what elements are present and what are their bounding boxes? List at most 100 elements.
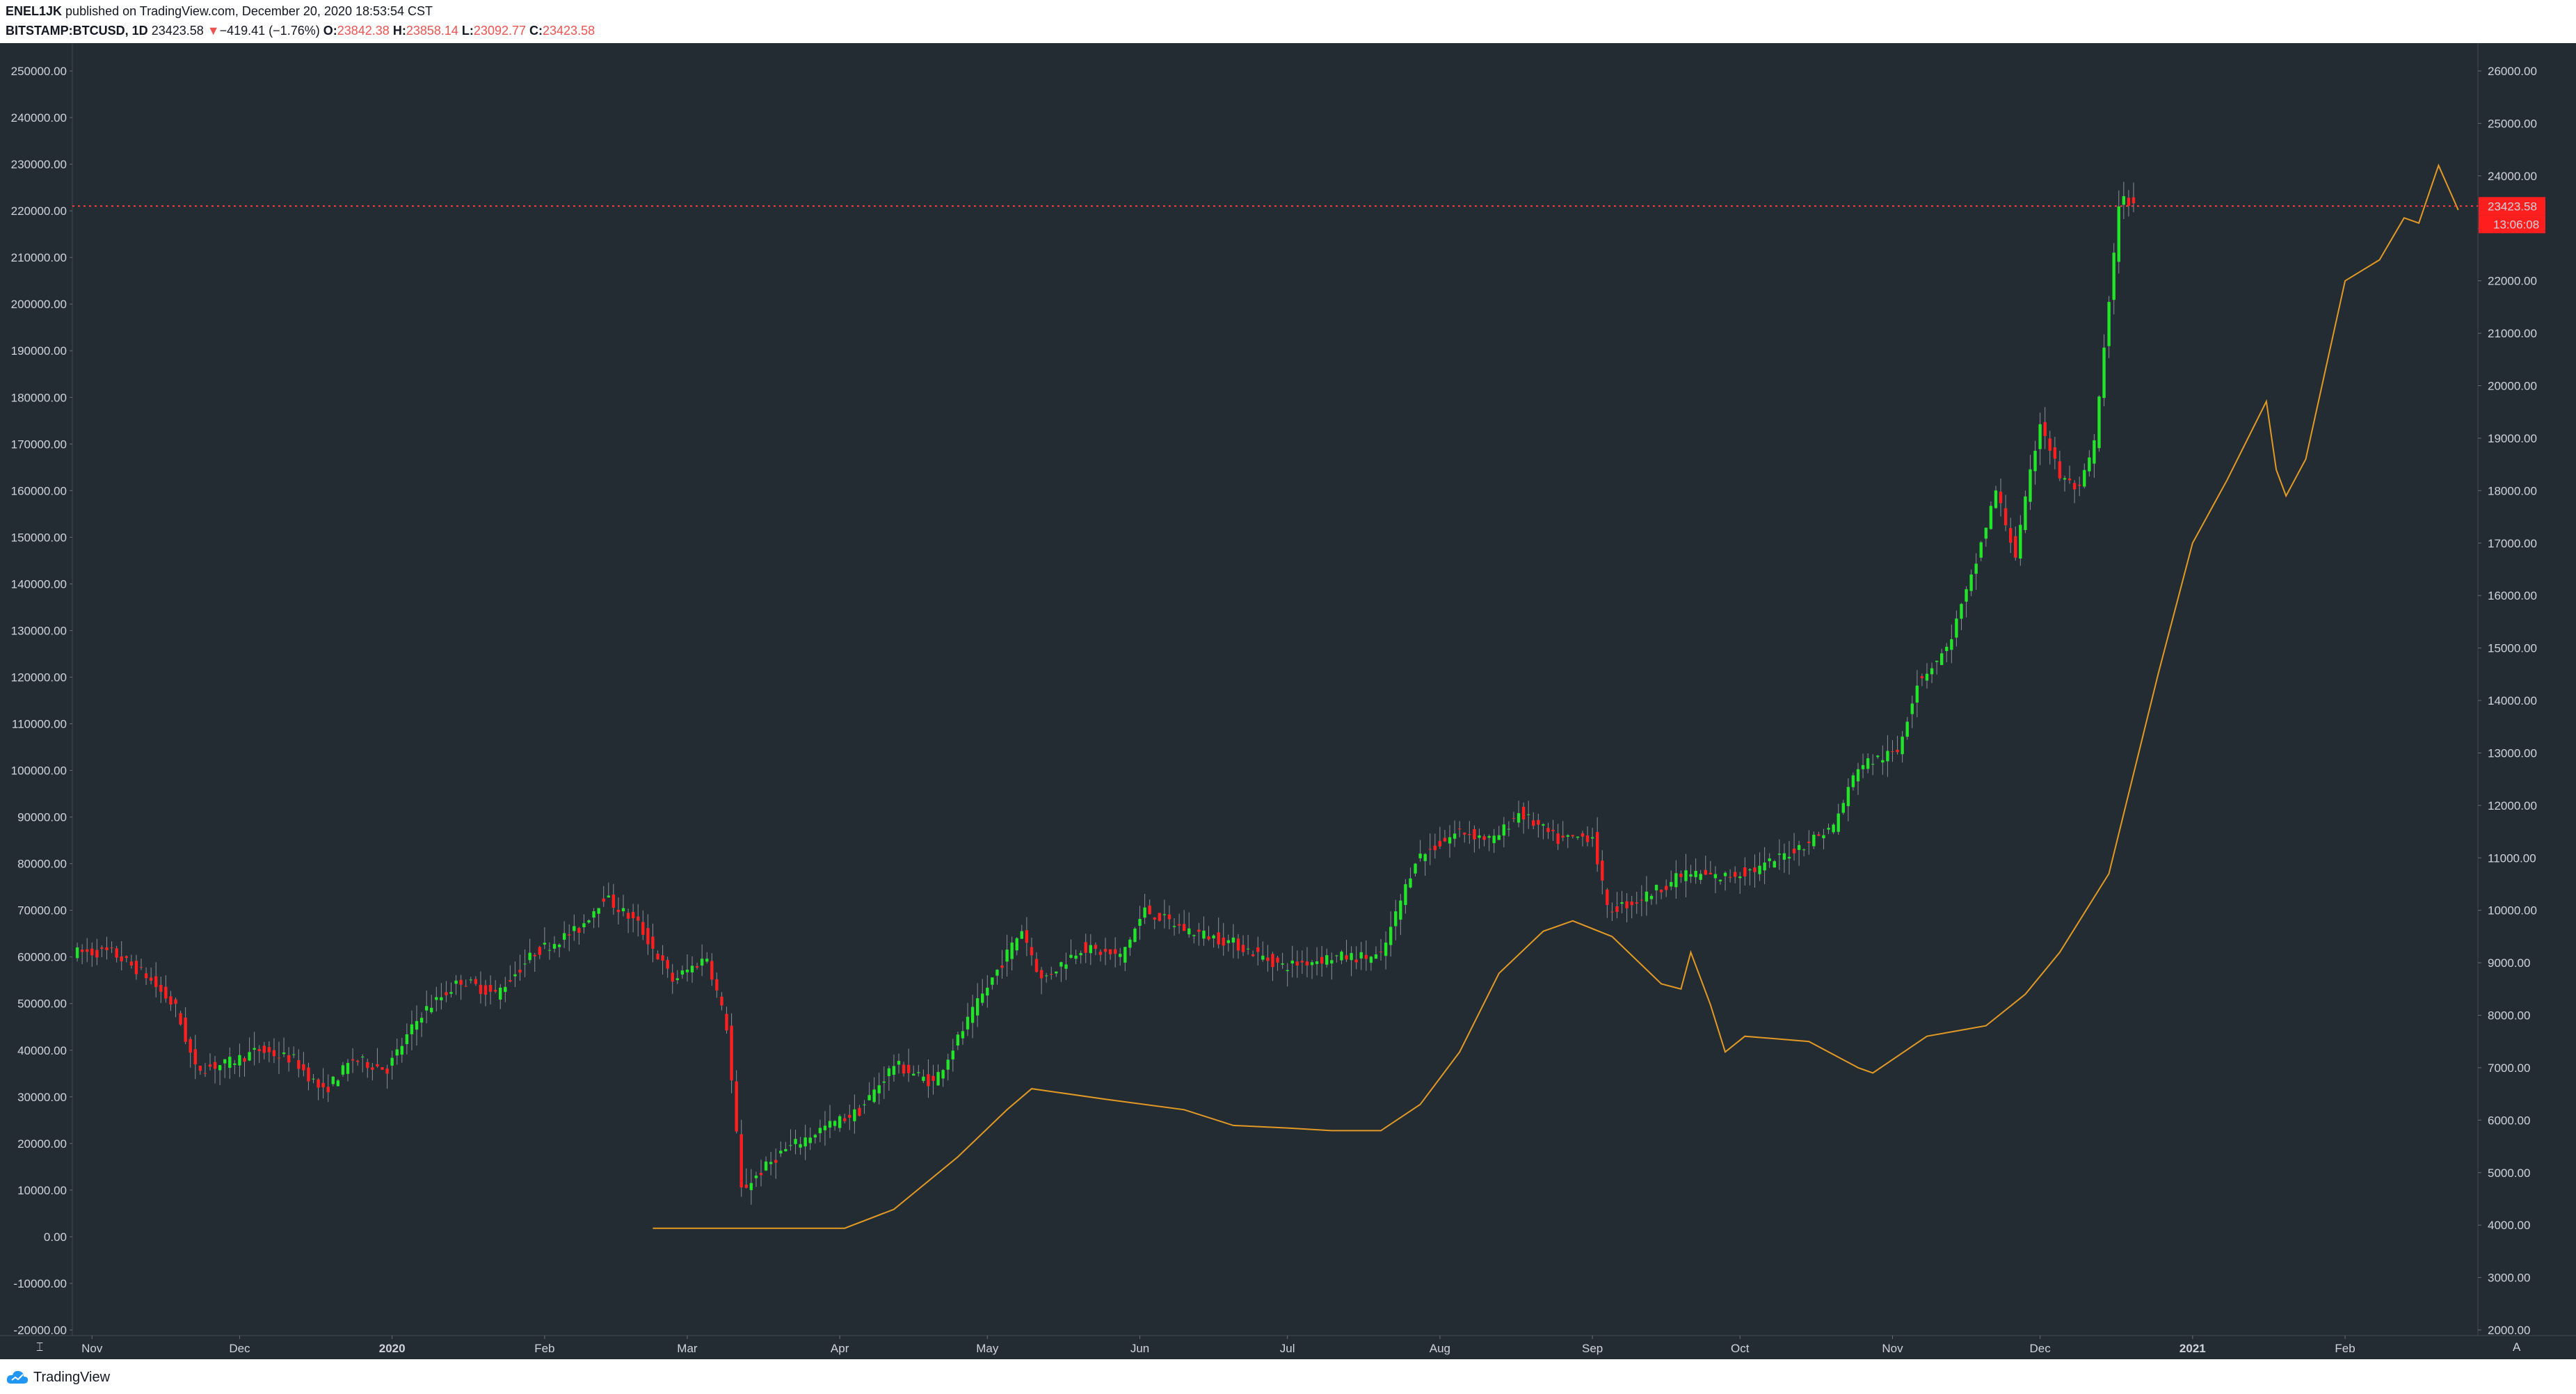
candle bbox=[2019, 515, 2022, 566]
candle bbox=[366, 1058, 369, 1078]
candle bbox=[1463, 832, 1466, 843]
candle bbox=[1891, 740, 1894, 762]
candle bbox=[1266, 945, 1270, 972]
candle bbox=[1566, 834, 1569, 849]
time-axis-label: Sep bbox=[1582, 1342, 1603, 1355]
candle bbox=[769, 1152, 773, 1176]
candle bbox=[1630, 895, 1633, 919]
candle bbox=[1915, 670, 1919, 718]
candle bbox=[1305, 947, 1309, 977]
candle bbox=[445, 981, 448, 1002]
candle bbox=[1905, 716, 1909, 740]
candle bbox=[1482, 834, 1486, 847]
candle bbox=[981, 979, 984, 1006]
candle bbox=[1812, 831, 1816, 849]
left-axis-tick: 160000.00 bbox=[11, 484, 67, 497]
candle bbox=[651, 923, 655, 963]
candle bbox=[1502, 817, 1506, 848]
price-chart[interactable]: 250000.00 240000.00 230000.00 220000.00 2100… bbox=[0, 43, 2576, 1359]
candle bbox=[2122, 182, 2126, 220]
candle bbox=[518, 954, 522, 982]
candle bbox=[125, 955, 128, 963]
candle bbox=[149, 967, 153, 985]
candle bbox=[2083, 463, 2086, 489]
left-price-axis[interactable]: 250000.00 240000.00 230000.00 220000.00 2100… bbox=[11, 43, 73, 1337]
left-axis-tick: 10000.00 bbox=[17, 1184, 67, 1197]
candle bbox=[1537, 813, 1540, 838]
left-axis-tick: 20000.00 bbox=[17, 1137, 67, 1151]
left-axis-tick: 230000.00 bbox=[11, 158, 67, 171]
high-label: H: bbox=[392, 24, 406, 38]
candle bbox=[1261, 941, 1265, 962]
candle bbox=[341, 1061, 345, 1077]
candle bbox=[86, 938, 89, 963]
candle bbox=[1758, 852, 1761, 881]
candle bbox=[543, 927, 547, 950]
chart-area[interactable]: 250000.00 240000.00 230000.00 220000.00 2100… bbox=[0, 43, 2576, 1359]
candle bbox=[803, 1124, 807, 1160]
time-axis-label: Apr bbox=[831, 1342, 849, 1355]
candle bbox=[1119, 947, 1122, 966]
candle bbox=[1084, 934, 1087, 963]
time-axis-label: Mar bbox=[677, 1342, 698, 1355]
left-axis-tick: 170000.00 bbox=[11, 438, 67, 451]
left-axis-tick: 190000.00 bbox=[11, 344, 67, 358]
candle bbox=[2097, 395, 2101, 452]
candle bbox=[2024, 490, 2027, 534]
candle bbox=[1974, 553, 1978, 590]
candle bbox=[1197, 922, 1201, 946]
candle bbox=[1030, 938, 1034, 966]
candle bbox=[1335, 954, 1338, 963]
author-name[interactable]: ENEL1JK bbox=[6, 4, 63, 18]
candle bbox=[1837, 803, 1840, 835]
right-axis-tick: 17000.00 bbox=[2488, 537, 2537, 550]
candle bbox=[912, 1065, 915, 1076]
right-price-axis[interactable]: 26000.0025000.0024000.0023000.0022000.00… bbox=[2477, 43, 2537, 1337]
auto-scale-icon[interactable]: A bbox=[2513, 1340, 2521, 1354]
right-axis-tick: 3000.00 bbox=[2488, 1272, 2530, 1285]
candle bbox=[1999, 478, 2003, 517]
candle bbox=[626, 908, 630, 934]
right-axis-tick: 26000.00 bbox=[2488, 65, 2537, 78]
candle bbox=[1379, 938, 1383, 961]
candle bbox=[1354, 946, 1358, 970]
candle bbox=[533, 952, 536, 972]
candle bbox=[887, 1065, 891, 1091]
candle bbox=[1748, 867, 1752, 886]
candle bbox=[208, 1053, 212, 1071]
candle bbox=[415, 1005, 419, 1046]
high-value: 23858.14 bbox=[406, 24, 458, 38]
candle bbox=[1055, 971, 1058, 977]
candle bbox=[1231, 924, 1235, 959]
candle bbox=[1645, 876, 1649, 916]
candle bbox=[302, 1052, 305, 1077]
candle bbox=[941, 1068, 945, 1087]
left-axis-tick: -20000.00 bbox=[13, 1324, 67, 1337]
left-axis-tick: 140000.00 bbox=[11, 577, 67, 591]
time-axis[interactable]: Nov Dec 2020 Feb Mar Apr May Jun Jul Aug Sep Oct Nov… bbox=[0, 1335, 2576, 1355]
candle bbox=[577, 927, 581, 945]
candle bbox=[1098, 949, 1103, 962]
candle bbox=[1492, 828, 1496, 854]
tradingview-brand[interactable]: TradingView bbox=[33, 1369, 111, 1385]
candle bbox=[1659, 889, 1663, 899]
candle bbox=[759, 1160, 763, 1187]
price-badge-value: 23423.58 bbox=[2488, 200, 2537, 213]
axis-settings-icon[interactable]: ⌶ bbox=[36, 1340, 43, 1354]
candle bbox=[784, 1141, 787, 1152]
candle bbox=[164, 975, 168, 1003]
candle bbox=[2093, 434, 2096, 478]
right-axis-tick: 13000.00 bbox=[2488, 746, 2537, 760]
candle bbox=[75, 943, 79, 962]
candle bbox=[346, 1059, 350, 1082]
candle bbox=[110, 941, 113, 954]
footer: TradingView bbox=[6, 1365, 110, 1390]
candle bbox=[779, 1141, 783, 1157]
candle bbox=[262, 1041, 266, 1059]
candle bbox=[1654, 884, 1658, 905]
candle bbox=[1158, 913, 1162, 922]
candle bbox=[986, 975, 989, 1008]
candle bbox=[1010, 936, 1014, 971]
candle bbox=[917, 1065, 920, 1077]
plot-background[interactable] bbox=[0, 43, 2576, 1359]
